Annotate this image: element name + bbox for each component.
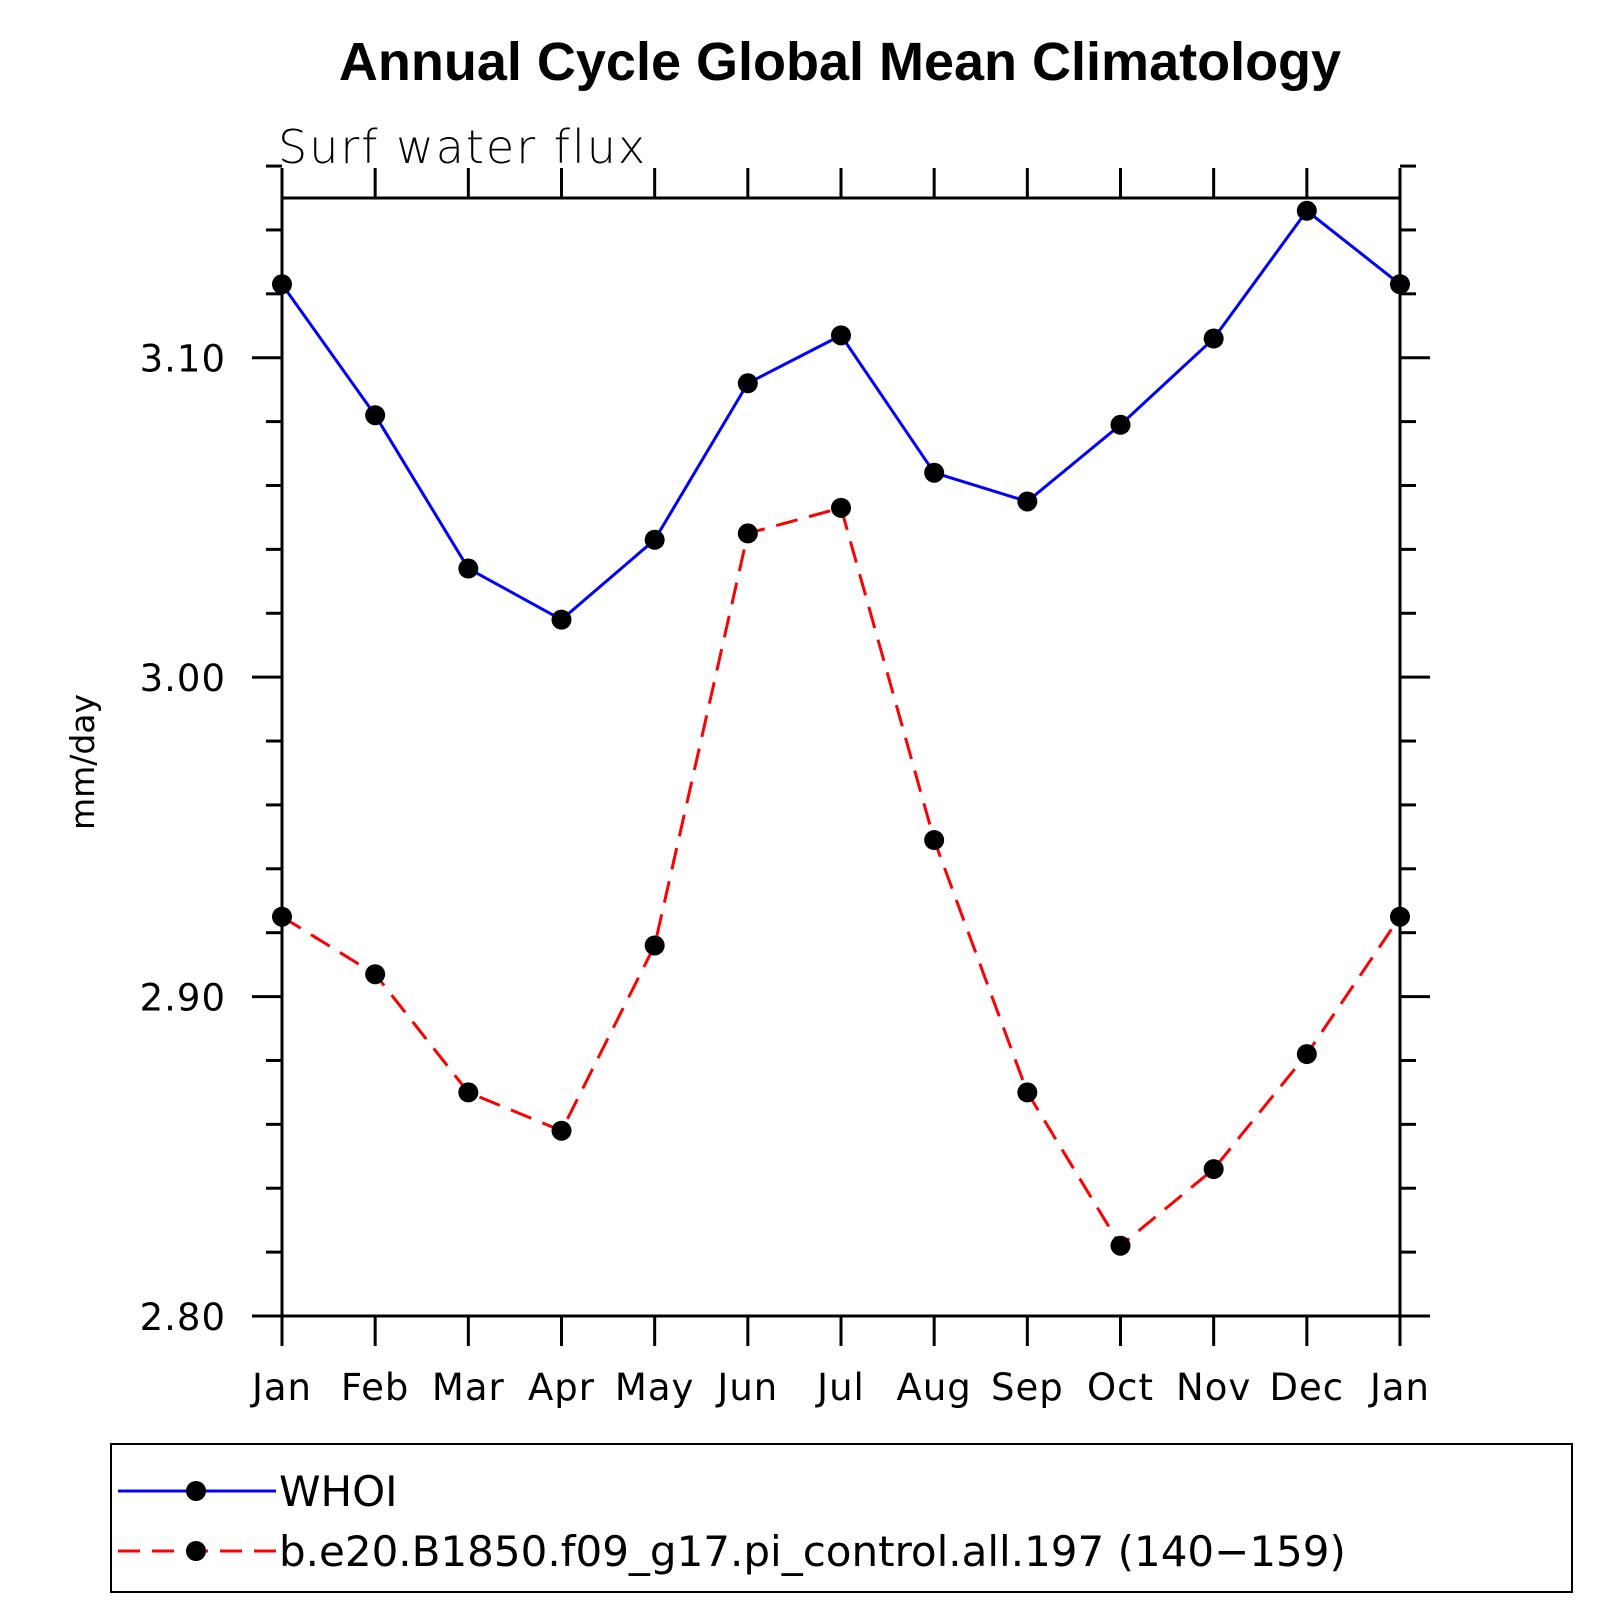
y-tick-label: 2.80 — [140, 1296, 226, 1339]
series-1-point — [1110, 414, 1131, 435]
x-tick-label: Jul — [815, 1366, 865, 1409]
series-line-1 — [280, 208, 1401, 622]
series-2-point — [458, 1082, 479, 1103]
legend: WHOI b.e20.B1850.f09_g17.pi_control.all.1… — [110, 1443, 1573, 1593]
y-tick-label: 2.90 — [140, 977, 226, 1020]
x-tick-label: Jan — [250, 1366, 312, 1409]
chart-title: Annual Cycle Global Mean Climatology — [339, 32, 1341, 92]
chart-subtitle: Surf water flux — [278, 120, 647, 174]
series-1-point — [831, 325, 851, 346]
series-2-point — [831, 497, 851, 518]
x-tick-label: Jan — [1368, 1366, 1430, 1409]
series-1-point — [1296, 200, 1317, 221]
series-1-point — [644, 529, 665, 550]
series-1-point — [272, 274, 292, 295]
series-1-point — [924, 462, 945, 483]
series-1-point — [551, 609, 572, 630]
series-2-point — [272, 906, 292, 927]
x-tick-label: May — [615, 1366, 695, 1409]
axes: Jan Feb Mar Apr May Jun Jul Aug Sep Oct Nov Dec Jan 2… — [140, 164, 1430, 1409]
x-tick-label: Mar — [432, 1366, 505, 1409]
series-2-point — [1390, 906, 1410, 927]
series-2-point — [924, 830, 945, 851]
legend-marker-1 — [186, 1481, 206, 1501]
series-2-point — [1110, 1235, 1131, 1256]
x-tick-label: Apr — [528, 1366, 595, 1409]
series-layer — [272, 200, 1410, 1256]
series-2-point — [1296, 1044, 1317, 1065]
x-tick-label: Dec — [1270, 1366, 1345, 1409]
series-1-point — [1390, 274, 1410, 295]
legend-box — [110, 1443, 1573, 1593]
series-1-point — [1203, 328, 1224, 349]
x-tick-label: Sep — [991, 1366, 1064, 1409]
series-2-point — [737, 523, 758, 544]
legend-label-2: b.e20.B1850.f09_g17.pi_control.all.197 (… — [279, 1527, 1346, 1576]
legend-label-1: WHOI — [279, 1467, 398, 1516]
x-tick-label: Aug — [897, 1366, 972, 1409]
y-tick-label: 3.00 — [140, 657, 226, 700]
series-2-point — [551, 1120, 572, 1141]
y-axis-label: mm/day — [63, 694, 102, 830]
series-2-point — [1203, 1159, 1224, 1180]
series-1-point — [1017, 491, 1038, 512]
x-tick-label: Oct — [1087, 1366, 1154, 1409]
series-2-point — [365, 964, 386, 985]
series-2-point — [644, 935, 665, 956]
series-1-point — [458, 558, 479, 579]
x-tick-label: Nov — [1176, 1366, 1251, 1409]
x-tick-label: Jun — [715, 1366, 778, 1409]
legend-marker-2 — [186, 1541, 206, 1561]
x-tick-label: Feb — [341, 1366, 410, 1409]
series-1-point — [737, 373, 758, 394]
series-1-point — [365, 405, 386, 426]
plot-frame — [280, 196, 1402, 1318]
series-line-2 — [281, 506, 1402, 1248]
series-2-point — [1017, 1082, 1038, 1103]
y-tick-label: 3.10 — [140, 338, 226, 381]
